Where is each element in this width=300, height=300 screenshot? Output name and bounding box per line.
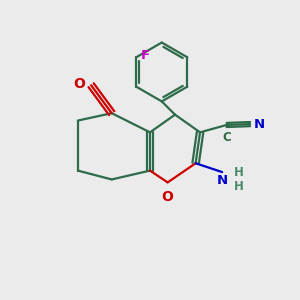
Text: C: C	[222, 131, 231, 144]
Text: N: N	[217, 174, 228, 187]
Text: H: H	[234, 166, 244, 178]
Text: F: F	[141, 49, 150, 62]
Text: O: O	[162, 190, 174, 204]
Text: H: H	[234, 180, 244, 193]
Text: N: N	[254, 118, 265, 130]
Text: O: O	[73, 77, 85, 91]
